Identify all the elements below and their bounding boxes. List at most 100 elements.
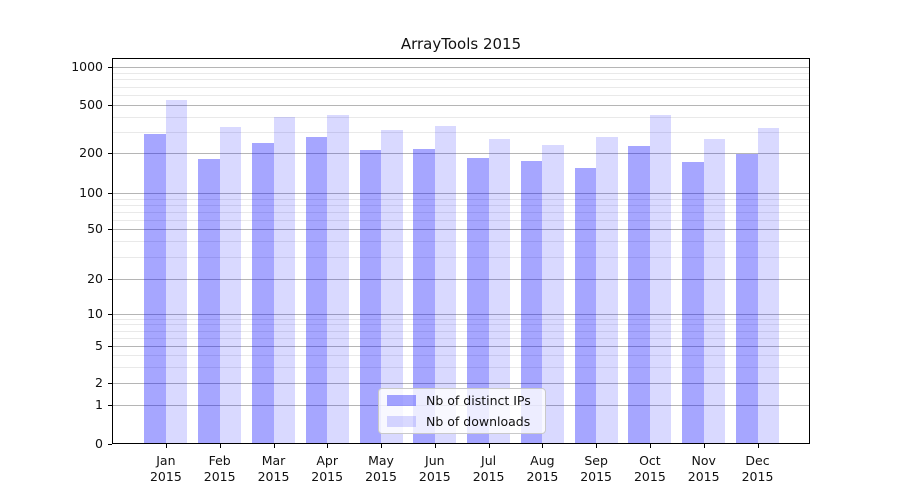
y-tick-label: 5 — [95, 338, 103, 353]
bar-jun-downloads — [434, 126, 457, 444]
x-tick-mark — [596, 444, 598, 448]
bar-aug-downloads — [542, 144, 564, 444]
bar-oct-downloads — [649, 115, 672, 444]
gridline-minor — [113, 86, 809, 88]
bar-jul-downloads — [488, 139, 511, 444]
gridline-minor — [113, 219, 809, 221]
legend-item-distinct-ips: Nb of distinct IPs — [387, 392, 537, 410]
x-tick-mark — [219, 444, 221, 448]
gridline-minor — [113, 366, 809, 368]
legend-label-downloads: Nb of downloads — [426, 414, 531, 429]
bar-sep-downloads — [596, 137, 618, 444]
x-tick-label: Aug 2015 — [526, 453, 559, 484]
bar-dec-downloads — [757, 127, 779, 444]
bar-mar-downloads — [273, 116, 295, 444]
gridline-minor — [113, 241, 809, 243]
gridline-major — [113, 346, 809, 347]
bar-jul-distinct-ips — [467, 157, 489, 444]
bar-feb-distinct-ips — [198, 159, 220, 444]
x-tick-label: Oct 2015 — [633, 453, 666, 484]
x-tick-mark — [757, 444, 759, 448]
y-tick-label: 1000 — [71, 59, 103, 74]
legend-swatch-distinct-ips — [387, 395, 416, 406]
gridline-minor — [113, 337, 809, 339]
y-tick-label: 2 — [95, 375, 103, 390]
gridline-major — [113, 153, 809, 154]
y-tick-label: 1 — [95, 397, 103, 412]
bar-mar-distinct-ips — [252, 143, 274, 444]
x-tick-label: Dec 2015 — [741, 453, 774, 484]
y-tick-label: 0 — [95, 436, 103, 451]
gridline-major — [113, 383, 809, 384]
x-tick-label: Mar 2015 — [257, 453, 290, 484]
x-tick-mark — [649, 444, 651, 448]
y-tick-mark — [108, 346, 112, 347]
gridline-minor — [113, 131, 809, 133]
y-tick-label: 20 — [87, 271, 103, 286]
bar-apr-distinct-ips — [305, 137, 328, 444]
y-tick-mark — [108, 444, 112, 445]
gridline-minor — [113, 318, 809, 320]
legend-item-downloads: Nb of downloads — [387, 413, 537, 431]
gridline-major — [113, 279, 809, 280]
y-tick-mark — [108, 229, 112, 230]
gridline-minor — [113, 204, 809, 206]
x-tick-label: Jul 2015 — [472, 453, 505, 484]
y-tick-mark — [108, 314, 112, 315]
bar-dec-distinct-ips — [736, 153, 758, 444]
legend-label-distinct-ips: Nb of distinct IPs — [426, 393, 531, 408]
y-tick-mark — [108, 193, 112, 194]
y-tick-mark — [108, 105, 112, 106]
bar-jan-downloads — [165, 99, 188, 444]
gridline-major — [113, 229, 809, 230]
y-tick-label: 500 — [79, 97, 103, 112]
y-tick-label: 200 — [79, 145, 103, 160]
x-tick-mark — [165, 444, 167, 448]
bar-may-downloads — [381, 130, 403, 444]
y-tick-label: 50 — [87, 221, 103, 236]
gridline-minor — [113, 116, 809, 118]
x-tick-mark — [434, 444, 436, 448]
bar-nov-distinct-ips — [682, 162, 704, 444]
y-tick-mark — [108, 279, 112, 280]
gridline-minor — [113, 72, 809, 74]
x-tick-label: Nov 2015 — [687, 453, 720, 484]
x-tick-mark — [273, 444, 275, 448]
gridline-minor — [113, 211, 809, 213]
x-tick-mark — [542, 444, 544, 448]
x-tick-label: Jun 2015 — [418, 453, 451, 484]
gridline-minor — [113, 355, 809, 356]
x-tick-label: Sep 2015 — [580, 453, 612, 484]
x-tick-mark — [703, 444, 705, 448]
y-tick-mark — [108, 383, 112, 384]
x-tick-label: Apr 2015 — [311, 453, 344, 484]
x-tick-label: Feb 2015 — [203, 453, 236, 484]
bar-jan-distinct-ips — [144, 133, 166, 444]
gridline-major — [113, 314, 809, 315]
chart-title: ArrayTools 2015 — [400, 35, 522, 53]
bar-jun-distinct-ips — [413, 149, 435, 444]
gridline-minor — [113, 324, 809, 326]
bar-nov-downloads — [703, 139, 726, 444]
legend: Nb of distinct IPs Nb of downloads — [378, 388, 546, 434]
gridline-minor — [113, 198, 809, 200]
bar-may-distinct-ips — [359, 150, 381, 444]
gridline-minor — [113, 95, 809, 96]
y-tick-mark — [108, 405, 112, 406]
y-tick-label: 100 — [79, 185, 103, 200]
x-tick-label: May 2015 — [365, 453, 397, 484]
x-tick-mark — [381, 444, 382, 448]
legend-swatch-downloads — [387, 416, 416, 427]
bar-aug-distinct-ips — [520, 160, 543, 444]
gridline-minor — [113, 330, 809, 332]
bar-feb-downloads — [219, 126, 242, 444]
y-tick-mark — [108, 67, 112, 68]
bar-oct-distinct-ips — [628, 145, 650, 444]
bar-sep-distinct-ips — [574, 167, 597, 444]
gridline-minor — [113, 79, 809, 81]
x-tick-mark — [488, 444, 490, 448]
y-tick-mark — [108, 153, 112, 154]
gridline-minor — [113, 256, 809, 258]
y-tick-label: 10 — [87, 306, 103, 321]
